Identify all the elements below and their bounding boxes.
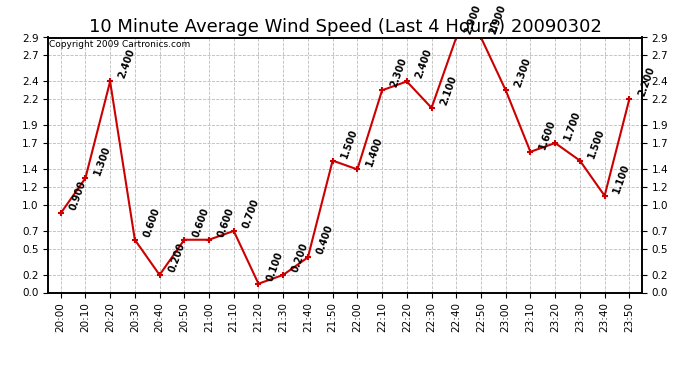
Text: 0.600: 0.600 (216, 206, 236, 238)
Text: 0.600: 0.600 (191, 206, 211, 238)
Text: 1.500: 1.500 (339, 127, 359, 159)
Text: 0.100: 0.100 (266, 250, 286, 282)
Text: 1.400: 1.400 (364, 136, 384, 168)
Text: 0.900: 0.900 (68, 180, 88, 212)
Text: 1.100: 1.100 (611, 162, 631, 194)
Text: 2.300: 2.300 (389, 57, 409, 89)
Text: 2.200: 2.200 (636, 65, 656, 98)
Text: 2.900: 2.900 (463, 4, 483, 36)
Text: 1.300: 1.300 (92, 144, 112, 177)
Text: 0.600: 0.600 (141, 206, 161, 238)
Text: 0.200: 0.200 (290, 241, 310, 273)
Text: Copyright 2009 Cartronics.com: Copyright 2009 Cartronics.com (50, 40, 190, 49)
Text: 0.700: 0.700 (241, 197, 261, 230)
Text: 0.200: 0.200 (166, 241, 186, 273)
Text: 2.300: 2.300 (513, 57, 533, 89)
Text: 2.900: 2.900 (488, 4, 508, 36)
Text: 2.100: 2.100 (438, 74, 458, 106)
Text: 1.600: 1.600 (538, 118, 558, 150)
Text: 1.500: 1.500 (586, 127, 607, 159)
Text: 2.400: 2.400 (117, 48, 137, 80)
Text: 1.700: 1.700 (562, 110, 582, 142)
Text: 0.400: 0.400 (315, 224, 335, 256)
Text: 2.400: 2.400 (414, 48, 434, 80)
Title: 10 Minute Average Wind Speed (Last 4 Hours) 20090302: 10 Minute Average Wind Speed (Last 4 Hou… (88, 18, 602, 36)
